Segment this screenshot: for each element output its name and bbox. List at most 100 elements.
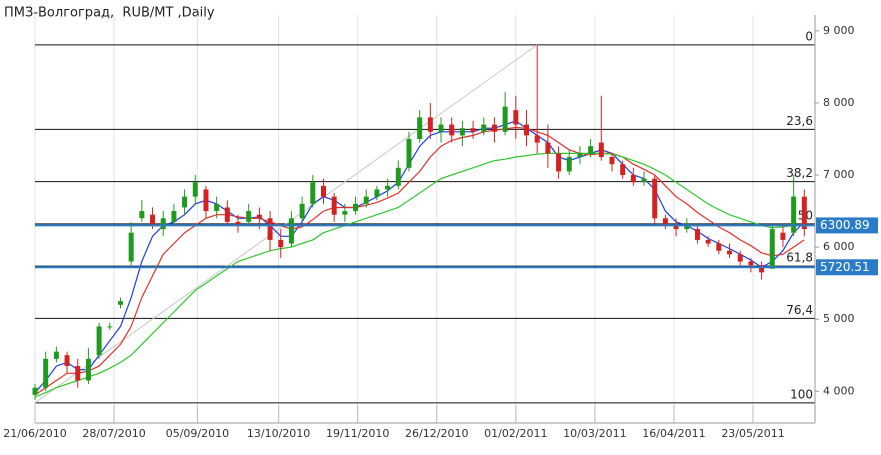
- candle-body: [43, 358, 49, 388]
- y-tick-label: 4 000: [823, 384, 855, 397]
- candle-body: [128, 232, 134, 262]
- candle-body: [513, 110, 519, 125]
- candle-body: [75, 366, 81, 381]
- candle-body: [160, 218, 166, 230]
- candle-body: [278, 239, 284, 248]
- candle-body: [684, 225, 690, 230]
- x-tick-label: 01/02/2011: [484, 427, 547, 440]
- moving-average: [34, 126, 805, 396]
- candle-body: [438, 124, 444, 132]
- price-label-box: [816, 217, 878, 234]
- x-tick-label: 21/06/2010: [3, 427, 66, 440]
- price-label: 6300.89: [820, 218, 870, 232]
- candle-body: [192, 182, 198, 197]
- candle-body: [577, 153, 583, 158]
- fib-label: 23,6: [786, 114, 813, 128]
- candle-body: [427, 117, 433, 132]
- candle-body: [363, 196, 369, 204]
- candle-body: [801, 196, 807, 230]
- moving-average: [34, 152, 805, 398]
- price-label: 5720.51: [820, 260, 870, 274]
- candle-body: [727, 250, 733, 255]
- price-label-box: [816, 259, 878, 276]
- y-tick-label: 5 000: [823, 312, 855, 325]
- candle-body: [171, 211, 177, 222]
- candle-body: [491, 124, 497, 132]
- x-tick-label: 13/10/2010: [247, 427, 310, 440]
- candle-body: [406, 138, 412, 168]
- candle-body: [459, 128, 465, 136]
- candle-body: [716, 243, 722, 251]
- candle-body: [299, 203, 305, 219]
- candle-body: [53, 351, 59, 359]
- y-tick-label: 6 000: [823, 240, 855, 253]
- fib-label: 38,2: [786, 166, 813, 180]
- candle-body: [139, 211, 145, 219]
- y-tick-label: 8 000: [823, 96, 855, 109]
- candle-body: [641, 178, 647, 183]
- candle-body: [759, 265, 765, 273]
- x-tick-label: 10/03/2011: [563, 427, 626, 440]
- candle-body: [556, 153, 562, 172]
- fib-label: 100: [790, 387, 813, 401]
- candle-body: [256, 214, 262, 219]
- x-tick-label: 19/11/2010: [326, 427, 389, 440]
- candle-body: [342, 211, 348, 215]
- candle-body: [374, 189, 380, 197]
- x-tick-label: 05/09/2010: [166, 427, 229, 440]
- trendline: [34, 44, 538, 404]
- x-tick-label: 26/12/2010: [405, 427, 468, 440]
- candle-body: [470, 128, 476, 132]
- y-tick-label: 9 000: [823, 24, 855, 37]
- candle-body: [598, 142, 604, 158]
- candle-body: [481, 124, 487, 132]
- candle-body: [769, 229, 775, 269]
- candle-body: [32, 387, 38, 395]
- candle-body: [224, 207, 230, 222]
- candle-body: [524, 124, 530, 136]
- fib-label: 0: [805, 29, 813, 43]
- candle-body: [64, 355, 70, 367]
- fib-label: 61,8: [786, 251, 813, 265]
- x-tick-label: 28/07/2010: [82, 427, 145, 440]
- candle-body: [385, 185, 391, 190]
- candle-body: [417, 117, 423, 139]
- fib-label: 76,4: [786, 303, 813, 317]
- candle-body: [673, 225, 679, 230]
- candle-body: [662, 218, 668, 226]
- candle-body: [214, 203, 220, 212]
- candle-body: [449, 124, 455, 136]
- candle-body: [182, 196, 188, 208]
- candle-body: [320, 185, 326, 197]
- candle-body: [694, 229, 700, 240]
- chart-title: ПМЗ-Волгоград, RUB/MT ,Daily: [4, 6, 215, 21]
- candle-body: [107, 326, 113, 328]
- candle-body: [150, 214, 156, 226]
- candle-body: [534, 135, 540, 143]
- candle-body: [748, 261, 754, 266]
- x-tick-label: 16/04/2011: [642, 427, 705, 440]
- candle-body: [652, 178, 658, 219]
- candle-body: [267, 218, 273, 240]
- candle-body: [203, 189, 209, 212]
- candle-body: [630, 175, 636, 183]
- candle-body: [96, 326, 102, 356]
- candle-body: [331, 196, 337, 215]
- candle-body: [235, 221, 241, 226]
- candle-body: [545, 142, 551, 154]
- candle-body: [288, 218, 294, 244]
- candle-body: [246, 211, 252, 222]
- candle-body: [85, 358, 91, 381]
- candle-body: [353, 203, 359, 212]
- y-tick-label: 7 000: [823, 168, 855, 181]
- candle-body: [780, 232, 786, 240]
- candle-body: [609, 157, 615, 165]
- candle-body: [737, 254, 743, 262]
- candle-body: [705, 239, 711, 244]
- candle-body: [588, 146, 594, 154]
- candle-body: [395, 167, 401, 186]
- candle-body: [791, 196, 797, 233]
- candle-body: [502, 106, 508, 132]
